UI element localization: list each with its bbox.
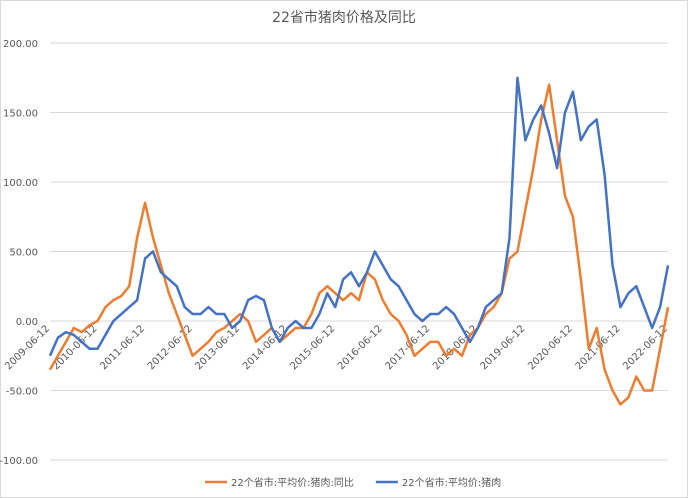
y-tick-label: 200.00 bbox=[3, 39, 38, 50]
y-tick-label: -100.00 bbox=[0, 456, 38, 467]
y-tick-label: 150.00 bbox=[3, 109, 38, 120]
y-tick-label: 50.00 bbox=[9, 248, 38, 259]
series-line bbox=[48, 83, 670, 406]
legend-label: 22个省市:平均价:猪肉 bbox=[402, 476, 501, 489]
legend-label: 22个省市:平均价:猪肉:同比 bbox=[231, 476, 354, 489]
chart-title: 22省市猪肉价格及同比 bbox=[272, 9, 416, 26]
y-tick-label: -50.00 bbox=[6, 387, 38, 398]
y-tick-label: 100.00 bbox=[3, 178, 38, 189]
y-tick-label: 0.00 bbox=[16, 317, 38, 328]
series-line bbox=[48, 76, 670, 357]
